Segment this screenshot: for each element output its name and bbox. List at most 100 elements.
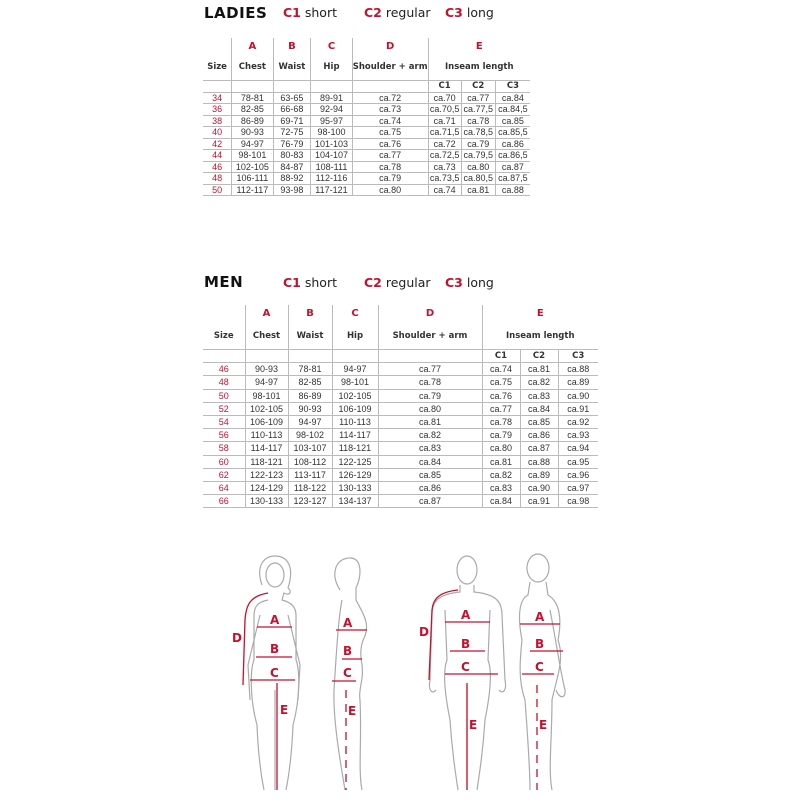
table-row: 64 124-129 118-122 130-133 ca.86 ca.83 ca.90 ca… xyxy=(203,481,598,496)
column-header: Waist xyxy=(272,54,311,81)
value-cell: 108-111 xyxy=(310,161,353,173)
value-cell: 98-101 xyxy=(231,149,274,162)
value-cell: ca.86 xyxy=(377,481,482,496)
value-cell: ca.77 xyxy=(377,362,482,377)
subheader-row: C1 C2 C3 xyxy=(203,80,530,93)
value-cell: ca.84 xyxy=(481,494,520,509)
inseam-subheader: C3 xyxy=(494,80,530,93)
value-cell: ca.83 xyxy=(519,389,558,403)
woman-front-label-a: A xyxy=(270,613,280,627)
size-cell: 64 xyxy=(203,481,245,496)
value-cell: ca.73,5 xyxy=(427,172,462,185)
value-cell: ca.84 xyxy=(494,92,530,104)
value-cell: ca.95 xyxy=(557,455,598,469)
value-cell: 113-117 xyxy=(287,468,332,482)
table-row: 60 118-121 108-112 122-125 ca.84 ca.81 ca.88 ca… xyxy=(203,455,598,469)
value-cell: ca.74 xyxy=(351,115,429,127)
value-cell: 118-121 xyxy=(331,441,378,456)
woman-front-line-d xyxy=(242,592,269,686)
size-cell: 48 xyxy=(203,375,245,390)
value-cell: 124-129 xyxy=(244,481,288,496)
column-letter: E xyxy=(427,38,530,54)
value-cell: ca.81 xyxy=(460,184,496,196)
value-cell: ca.79 xyxy=(377,389,482,403)
value-cell: 98-102 xyxy=(287,428,332,443)
value-cell: 92-94 xyxy=(310,103,353,116)
value-cell: ca.72 xyxy=(427,138,462,150)
value-cell: ca.76 xyxy=(351,138,429,150)
value-cell: 72-75 xyxy=(272,126,311,139)
size-cell: 46 xyxy=(203,362,245,377)
size-cell: 58 xyxy=(203,441,245,456)
value-cell: ca.89 xyxy=(557,375,598,390)
empty-cell xyxy=(331,349,378,364)
value-cell: 102-105 xyxy=(244,402,288,416)
empty-cell xyxy=(203,349,245,364)
value-cell: ca.79 xyxy=(460,138,496,150)
value-cell: 98-100 xyxy=(310,126,353,139)
value-cell: ca.78 xyxy=(377,375,482,390)
column-header: Shoulder + arm xyxy=(351,54,429,81)
table-row: 40 90-93 72-75 98-100 ca.75 ca.71,5 ca.78,5 ca.… xyxy=(203,126,530,139)
value-cell: 66-68 xyxy=(272,103,311,116)
table-row: 38 86-89 69-71 95-97 ca.74 ca.71 ca.78 ca.85 xyxy=(203,115,530,127)
ladies-title: LADIES xyxy=(204,4,268,22)
value-cell: 69-71 xyxy=(272,115,311,127)
value-cell: ca.92 xyxy=(557,415,598,430)
men-title: MEN xyxy=(204,273,244,291)
column-letter: A xyxy=(244,305,288,322)
value-cell: ca.86 xyxy=(494,138,530,150)
table-row: 44 98-101 80-83 104-107 ca.77 ca.72,5 ca.79,5 c… xyxy=(203,149,530,162)
table-row: 48 106-111 88-92 112-116 ca.79 ca.73,5 ca.80,5… xyxy=(203,172,530,185)
table-row: 54 106-109 94-97 110-113 ca.81 ca.78 ca.85 ca.9… xyxy=(203,415,598,430)
value-cell: ca.90 xyxy=(519,481,558,496)
value-cell: 110-113 xyxy=(331,415,378,430)
value-cell: 114-117 xyxy=(331,428,378,443)
value-cell: ca.77 xyxy=(481,402,520,416)
value-cell: 117-121 xyxy=(310,184,353,196)
man-side-label-c: C xyxy=(535,660,544,674)
value-cell: ca.70,5 xyxy=(427,103,462,116)
column-letter: D xyxy=(351,38,429,54)
value-cell: ca.96 xyxy=(557,468,598,482)
size-cell: 66 xyxy=(203,494,245,509)
size-cell: 38 xyxy=(203,115,232,127)
table-row: 34 78-81 63-65 89-91 ca.72 ca.70 ca.77 ca.84 xyxy=(203,92,530,104)
value-cell: 86-89 xyxy=(231,115,274,127)
value-cell: 101-103 xyxy=(310,138,353,150)
man-front-label-b: B xyxy=(461,637,470,651)
value-cell: ca.82 xyxy=(377,428,482,443)
man-front-label-d: D xyxy=(419,625,429,639)
value-cell: ca.82 xyxy=(519,375,558,390)
value-cell: 104-107 xyxy=(310,149,353,162)
table-row: 56 110-113 98-102 114-117 ca.82 ca.79 ca.86 ca.… xyxy=(203,428,598,443)
size-cell: 52 xyxy=(203,402,245,416)
value-cell: 95-97 xyxy=(310,115,353,127)
header-row: Size Chest Waist Hip Shoulder + arm Inseam le… xyxy=(203,54,530,81)
size-cell: 62 xyxy=(203,468,245,482)
value-cell: 103-107 xyxy=(287,441,332,456)
value-cell: ca.90 xyxy=(557,389,598,403)
man-side-label-a: A xyxy=(535,610,545,624)
man-side-label-e: E xyxy=(539,718,547,732)
value-cell: ca.83 xyxy=(481,481,520,496)
value-cell: ca.84,5 xyxy=(494,103,530,116)
value-cell: ca.88 xyxy=(519,455,558,469)
men-legend-c1: C1 short xyxy=(283,275,337,290)
column-letter: E xyxy=(481,305,598,322)
inseam-subheader: C2 xyxy=(519,349,558,364)
value-cell: 112-117 xyxy=(231,184,274,196)
value-cell: ca.84 xyxy=(519,402,558,416)
value-cell: 106-109 xyxy=(331,402,378,416)
table-row: 36 82-85 66-68 92-94 ca.73 ca.70,5 ca.77,5 ca.8… xyxy=(203,103,530,116)
value-cell: ca.88 xyxy=(494,184,530,196)
empty-cell xyxy=(244,349,288,364)
size-cell: 48 xyxy=(203,172,232,185)
value-cell: 98-101 xyxy=(244,389,288,403)
size-cell: 56 xyxy=(203,428,245,443)
value-cell: ca.79 xyxy=(481,428,520,443)
value-cell: ca.85 xyxy=(377,468,482,482)
column-header: Chest xyxy=(244,322,288,350)
